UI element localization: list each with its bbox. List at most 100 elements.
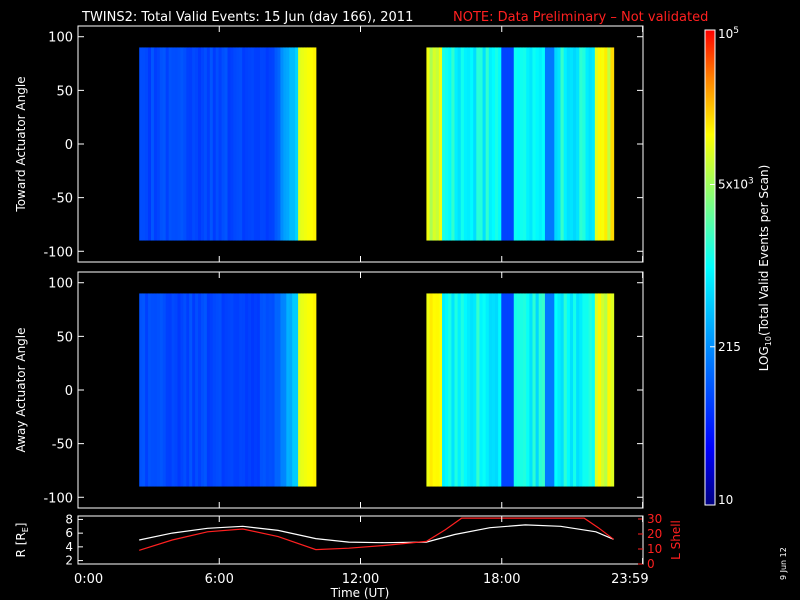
heatmap-column	[513, 47, 518, 241]
heatmap-column	[230, 293, 234, 487]
heatmap-column	[236, 47, 240, 241]
heatmap-column	[610, 293, 615, 487]
heatmap-column	[195, 293, 199, 487]
y-tick-label: 50	[56, 84, 73, 99]
heatmap-column	[445, 293, 449, 487]
orbit-right-tick-label: 10	[647, 542, 662, 556]
heatmap-column	[548, 293, 552, 487]
heatmap-column	[591, 293, 596, 487]
heatmap-column	[585, 47, 590, 241]
heatmap-column	[215, 47, 220, 241]
heatmap-column	[544, 47, 549, 241]
heatmap-column	[150, 293, 155, 487]
heatmap-column	[265, 47, 270, 241]
heatmap-column	[473, 47, 477, 241]
heatmap-column	[532, 293, 537, 487]
heatmap-column	[463, 47, 468, 241]
heatmap-column	[248, 47, 252, 241]
heatmap-column	[582, 293, 587, 487]
heatmap-column	[242, 47, 246, 241]
heatmap-column	[212, 293, 217, 487]
y-tick-label: 100	[48, 31, 73, 46]
heatmap-column	[429, 47, 434, 241]
y-tick-label: 0	[65, 138, 73, 153]
colorbar-tick-label: 215	[718, 340, 741, 354]
date-stamp: 9 Jun 12	[779, 547, 788, 580]
heatmap-column	[153, 293, 158, 487]
heatmap-column	[451, 293, 456, 487]
heatmap-column	[301, 293, 305, 487]
heatmap-column	[189, 47, 193, 241]
heatmap-column	[203, 47, 208, 241]
colorbar-gradient	[704, 29, 716, 506]
heatmap-column	[148, 293, 152, 487]
heatmap-column	[186, 293, 190, 487]
colorbar-tick-label: 5x103	[718, 176, 754, 191]
colorbar-label: LOG10(Total Valid Events per Scan)	[757, 165, 773, 372]
heatmap-column	[454, 47, 459, 241]
heatmap-column	[560, 47, 565, 241]
heatmap-column	[304, 293, 308, 487]
heatmap-column	[165, 47, 170, 241]
heatmap-column	[504, 293, 509, 487]
heatmap-column	[560, 293, 565, 487]
heatmap-column	[597, 47, 602, 241]
heatmap-column	[554, 47, 559, 241]
heatmap-column	[283, 47, 287, 241]
heatmap-column	[312, 47, 317, 241]
heatmap-column	[142, 293, 146, 487]
heatmap-column	[507, 293, 512, 487]
heatmap-column	[535, 293, 540, 487]
heatmap-column	[563, 47, 568, 241]
heatmap-column	[139, 293, 143, 487]
heatmap-column	[438, 47, 443, 241]
heatmap-column	[582, 47, 587, 241]
colorbar: 10 215 5x103 105 LOG10(Total Valid Events p…	[704, 26, 773, 507]
heatmap-column	[292, 293, 296, 487]
heatmap-column	[171, 47, 176, 241]
heatmap-column	[209, 47, 214, 241]
heatmap-column	[156, 293, 161, 487]
heatmap-column	[541, 47, 546, 241]
heatmap-column	[544, 293, 549, 487]
heatmap-column	[604, 293, 608, 487]
heatmap-column	[227, 47, 232, 241]
y-tick-label: 100	[48, 277, 73, 292]
heatmap-column	[221, 293, 226, 487]
heatmap-column	[476, 47, 481, 241]
heatmap-column	[271, 47, 276, 241]
heatmap-column	[491, 47, 496, 241]
orbit-left-tick-label: 6	[65, 526, 73, 540]
heatmap-column	[306, 47, 311, 241]
heatmap-column	[224, 47, 229, 241]
heatmap-column	[485, 293, 490, 487]
y-tick-label: -100	[43, 491, 73, 506]
heatmap-column	[476, 293, 481, 487]
heatmap-column	[438, 293, 443, 487]
heatmap-column	[259, 47, 264, 241]
heatmap-column	[601, 47, 605, 241]
orbit-r-line	[139, 524, 614, 544]
heatmap-column	[245, 47, 249, 241]
heatmap-column	[482, 293, 487, 487]
heatmap-column	[162, 47, 167, 241]
heatmap-column	[201, 293, 205, 487]
preliminary-note: NOTE: Data Preliminary – Not validated	[453, 10, 708, 25]
heatmap-column	[473, 293, 477, 487]
heatmap-column	[466, 47, 471, 241]
heatmap-column	[295, 47, 299, 241]
orbit-right-ylabel: L Shell	[669, 520, 683, 560]
heatmap-column	[569, 293, 574, 487]
panel-away-coverage	[139, 293, 615, 487]
heatmap-column	[457, 293, 462, 487]
heatmap-column	[569, 47, 574, 241]
heatmap-column	[292, 47, 296, 241]
heatmap-column	[460, 293, 465, 487]
x-axis-label: Time (UT)	[330, 586, 390, 600]
heatmap-column	[183, 293, 187, 487]
heatmap-column	[168, 293, 173, 487]
heatmap-column	[256, 47, 261, 241]
heatmap-column	[218, 293, 223, 487]
heatmap-column	[227, 293, 232, 487]
